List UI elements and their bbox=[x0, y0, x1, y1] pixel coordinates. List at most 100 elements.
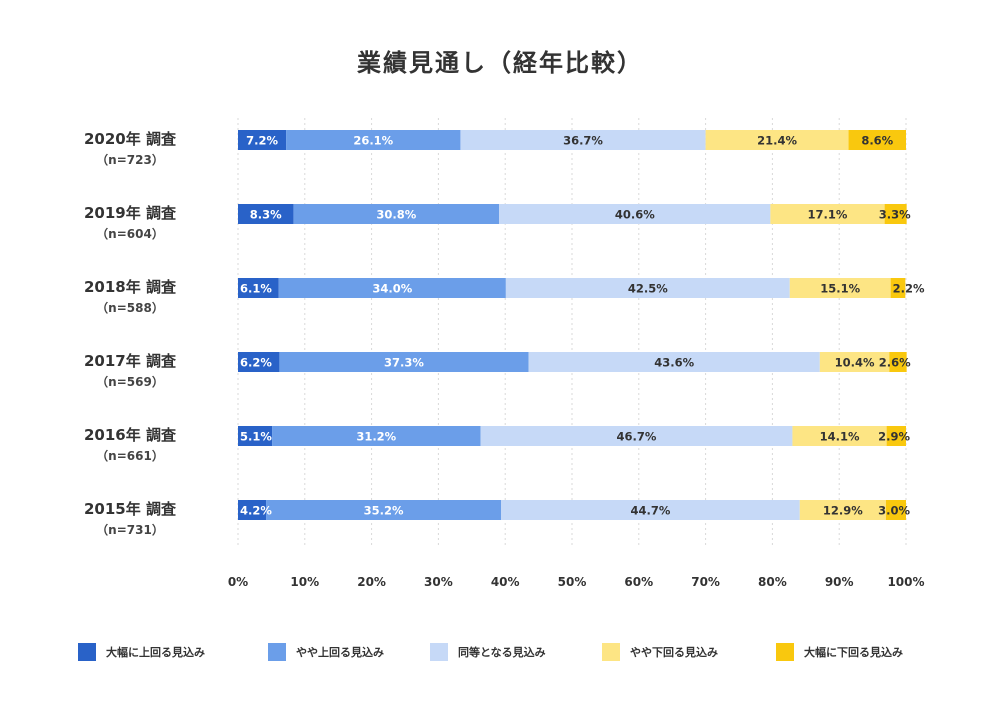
bar-segment bbox=[528, 352, 820, 372]
bar-segment bbox=[460, 130, 706, 150]
x-tick-label: 20% bbox=[357, 575, 386, 589]
x-tick-label: 100% bbox=[887, 575, 924, 589]
data-label: 8.6% bbox=[861, 134, 893, 148]
x-tick-label: 30% bbox=[424, 575, 453, 589]
data-label: 34.0% bbox=[372, 282, 412, 296]
bar-segment bbox=[238, 130, 287, 150]
category-label: 2019年 調査 bbox=[84, 204, 177, 222]
bars bbox=[238, 130, 907, 520]
x-tick-label: 10% bbox=[290, 575, 319, 589]
data-label: 2.9% bbox=[878, 430, 910, 444]
category-sample-size: （n=723） bbox=[96, 152, 164, 167]
data-label: 3.3% bbox=[879, 208, 911, 222]
legend-label: 大幅に上回る見込み bbox=[106, 645, 205, 659]
data-label: 4.2% bbox=[240, 504, 272, 518]
bar-segment bbox=[266, 500, 502, 520]
data-label: 7.2% bbox=[246, 134, 278, 148]
data-label: 14.1% bbox=[820, 430, 860, 444]
x-tick-label: 80% bbox=[758, 575, 787, 589]
bar-segment bbox=[238, 500, 267, 520]
bar-segment bbox=[848, 130, 906, 150]
data-label: 2.6% bbox=[879, 356, 911, 370]
segment-labels: 7.2% 26.1% 36.7% 21.4% 8.6% 8.3% 30.8% 40.6% 17.… bbox=[240, 134, 925, 518]
legend-label: 大幅に下回る見込み bbox=[804, 645, 903, 659]
bar-segment bbox=[799, 500, 886, 520]
bar-segment bbox=[238, 352, 280, 372]
bar-segment bbox=[705, 130, 849, 150]
bar-segment bbox=[278, 278, 506, 298]
category-sample-size: （n=604） bbox=[96, 226, 164, 241]
data-label: 43.6% bbox=[654, 356, 694, 370]
bar-segment bbox=[238, 426, 273, 446]
data-label: 6.2% bbox=[240, 356, 272, 370]
data-label: 17.1% bbox=[808, 208, 848, 222]
category-label: 2017年 調査 bbox=[84, 352, 177, 370]
data-label: 10.4% bbox=[835, 356, 875, 370]
bar-segment bbox=[293, 204, 500, 224]
data-label: 26.1% bbox=[353, 134, 393, 148]
bar-segment bbox=[238, 278, 279, 298]
legend-label: やや上回る見込み bbox=[296, 645, 384, 659]
bar-segment bbox=[279, 352, 529, 372]
data-label: 44.7% bbox=[631, 504, 671, 518]
category-labels: 2020年 調査 （n=723） 2019年 調査 （n=604） 2018年 調査 （n… bbox=[84, 130, 177, 537]
legend-swatch bbox=[430, 643, 448, 661]
category-label: 2018年 調査 bbox=[84, 278, 177, 296]
bar-segment bbox=[480, 426, 793, 446]
data-label: 15.1% bbox=[820, 282, 860, 296]
legend-swatch bbox=[602, 643, 620, 661]
legend-swatch bbox=[78, 643, 96, 661]
chart-title: 業績見通し（経年比較） bbox=[357, 49, 643, 77]
legend-swatch bbox=[776, 643, 794, 661]
bar-segment bbox=[501, 500, 800, 520]
data-label: 2.2% bbox=[893, 282, 925, 296]
bar-segment bbox=[238, 204, 294, 224]
data-label: 3.0% bbox=[878, 504, 910, 518]
bar-segment bbox=[884, 204, 907, 224]
bar-segment bbox=[889, 352, 907, 372]
x-axis-ticks: 0% 10% 20% 30% 40% 50% 60% 70% 80% 90% 100% bbox=[228, 575, 925, 589]
data-label: 30.8% bbox=[376, 208, 416, 222]
x-tick-label: 40% bbox=[491, 575, 520, 589]
data-label: 21.4% bbox=[757, 134, 797, 148]
bar-segment bbox=[789, 278, 891, 298]
data-label: 40.6% bbox=[615, 208, 655, 222]
x-tick-label: 60% bbox=[624, 575, 653, 589]
category-sample-size: （n=661） bbox=[96, 448, 164, 463]
bar-segment bbox=[890, 278, 906, 298]
legend-label: 同等となる見込み bbox=[458, 645, 546, 659]
data-label: 12.9% bbox=[823, 504, 863, 518]
data-label: 31.2% bbox=[356, 430, 396, 444]
data-label: 35.2% bbox=[364, 504, 404, 518]
data-label: 6.1% bbox=[240, 282, 272, 296]
x-tick-label: 90% bbox=[825, 575, 854, 589]
bar-segment bbox=[792, 426, 887, 446]
legend-swatch bbox=[268, 643, 286, 661]
x-tick-label: 50% bbox=[558, 575, 587, 589]
category-sample-size: （n=569） bbox=[96, 374, 164, 389]
category-label: 2015年 調査 bbox=[84, 500, 177, 518]
gridlines bbox=[237, 118, 907, 548]
data-label: 42.5% bbox=[628, 282, 668, 296]
bar-segment bbox=[272, 426, 481, 446]
legend: 大幅に上回る見込み やや上回る見込み 同等となる見込み やや下回る見込み 大幅に下回る見… bbox=[78, 643, 903, 661]
bar-segment bbox=[819, 352, 890, 372]
bar-segment bbox=[499, 204, 771, 224]
data-label: 8.3% bbox=[250, 208, 282, 222]
category-label: 2020年 調査 bbox=[84, 130, 177, 148]
data-label: 36.7% bbox=[563, 134, 603, 148]
bar-segment bbox=[770, 204, 885, 224]
bar-segment bbox=[286, 130, 461, 150]
category-label: 2016年 調査 bbox=[84, 426, 177, 444]
data-label: 5.1% bbox=[240, 430, 272, 444]
category-sample-size: （n=731） bbox=[96, 522, 164, 537]
x-tick-label: 0% bbox=[228, 575, 248, 589]
data-label: 46.7% bbox=[617, 430, 657, 444]
legend-label: やや下回る見込み bbox=[630, 645, 718, 659]
category-sample-size: （n=588） bbox=[96, 300, 164, 315]
bar-segment bbox=[885, 500, 906, 520]
x-tick-label: 70% bbox=[691, 575, 720, 589]
data-label: 37.3% bbox=[384, 356, 424, 370]
bar-segment bbox=[886, 426, 906, 446]
